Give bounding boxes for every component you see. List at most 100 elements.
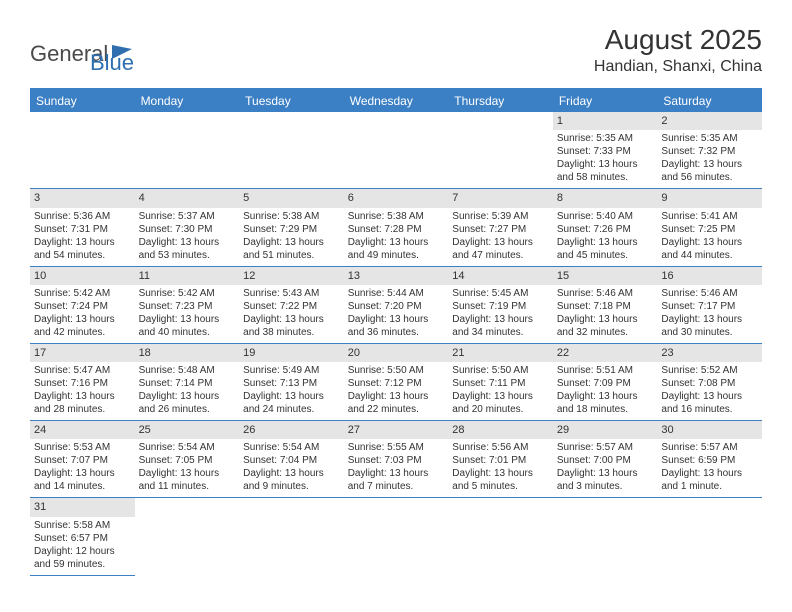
daylight-text: Daylight: 13 hours and 51 minutes. <box>243 236 340 262</box>
calendar-cell: 3Sunrise: 5:36 AMSunset: 7:31 PMDaylight… <box>30 189 135 266</box>
day-details: Sunrise: 5:35 AMSunset: 7:33 PMDaylight:… <box>553 130 658 188</box>
calendar-cell: 28Sunrise: 5:56 AMSunset: 7:01 PMDayligh… <box>448 421 553 498</box>
sunset-text: Sunset: 7:09 PM <box>557 377 654 390</box>
day-number: 1 <box>553 112 658 130</box>
calendar-cell: 30Sunrise: 5:57 AMSunset: 6:59 PMDayligh… <box>657 421 762 498</box>
sunrise-text: Sunrise: 5:55 AM <box>348 441 445 454</box>
day-number: 30 <box>657 421 762 439</box>
sunrise-text: Sunrise: 5:54 AM <box>139 441 236 454</box>
sunrise-text: Sunrise: 5:50 AM <box>348 364 445 377</box>
sunset-text: Sunset: 7:30 PM <box>139 223 236 236</box>
day-number: 3 <box>30 189 135 207</box>
calendar-cell: 23Sunrise: 5:52 AMSunset: 7:08 PMDayligh… <box>657 344 762 421</box>
calendar-cell <box>344 498 449 575</box>
daylight-text: Daylight: 13 hours and 53 minutes. <box>139 236 236 262</box>
day-number: 25 <box>135 421 240 439</box>
sunrise-text: Sunrise: 5:48 AM <box>139 364 236 377</box>
sunset-text: Sunset: 7:28 PM <box>348 223 445 236</box>
calendar-cell: 26Sunrise: 5:54 AMSunset: 7:04 PMDayligh… <box>239 421 344 498</box>
sunset-text: Sunset: 7:20 PM <box>348 300 445 313</box>
day-details: Sunrise: 5:37 AMSunset: 7:30 PMDaylight:… <box>135 208 240 266</box>
calendar-cell <box>135 112 240 189</box>
calendar-cell: 8Sunrise: 5:40 AMSunset: 7:26 PMDaylight… <box>553 189 658 266</box>
header: GeneralBlue August 2025 Handian, Shanxi,… <box>30 24 762 76</box>
day-details: Sunrise: 5:48 AMSunset: 7:14 PMDaylight:… <box>135 362 240 420</box>
day-details: Sunrise: 5:43 AMSunset: 7:22 PMDaylight:… <box>239 285 344 343</box>
sunset-text: Sunset: 7:25 PM <box>661 223 758 236</box>
day-details: Sunrise: 5:56 AMSunset: 7:01 PMDaylight:… <box>448 439 553 497</box>
sunrise-text: Sunrise: 5:57 AM <box>661 441 758 454</box>
calendar-cell <box>448 498 553 575</box>
calendar-cell: 18Sunrise: 5:48 AMSunset: 7:14 PMDayligh… <box>135 344 240 421</box>
daylight-text: Daylight: 13 hours and 7 minutes. <box>348 467 445 493</box>
daylight-text: Daylight: 13 hours and 45 minutes. <box>557 236 654 262</box>
day-details: Sunrise: 5:54 AMSunset: 7:05 PMDaylight:… <box>135 439 240 497</box>
daylight-text: Daylight: 13 hours and 24 minutes. <box>243 390 340 416</box>
sunrise-text: Sunrise: 5:36 AM <box>34 210 131 223</box>
day-details: Sunrise: 5:54 AMSunset: 7:04 PMDaylight:… <box>239 439 344 497</box>
calendar-cell <box>239 498 344 575</box>
calendar-cell: 2Sunrise: 5:35 AMSunset: 7:32 PMDaylight… <box>657 112 762 189</box>
month-title: August 2025 <box>594 24 762 56</box>
daylight-text: Daylight: 13 hours and 44 minutes. <box>661 236 758 262</box>
weekday-header: Monday <box>135 90 240 112</box>
sunrise-text: Sunrise: 5:53 AM <box>34 441 131 454</box>
daylight-text: Daylight: 13 hours and 47 minutes. <box>452 236 549 262</box>
day-number: 13 <box>344 267 449 285</box>
sunset-text: Sunset: 7:03 PM <box>348 454 445 467</box>
calendar-cell <box>448 112 553 189</box>
day-number: 31 <box>30 498 135 516</box>
day-details: Sunrise: 5:47 AMSunset: 7:16 PMDaylight:… <box>30 362 135 420</box>
daylight-text: Daylight: 13 hours and 18 minutes. <box>557 390 654 416</box>
daylight-text: Daylight: 13 hours and 28 minutes. <box>34 390 131 416</box>
sunrise-text: Sunrise: 5:35 AM <box>557 132 654 145</box>
daylight-text: Daylight: 13 hours and 58 minutes. <box>557 158 654 184</box>
sunrise-text: Sunrise: 5:42 AM <box>34 287 131 300</box>
calendar-cell: 7Sunrise: 5:39 AMSunset: 7:27 PMDaylight… <box>448 189 553 266</box>
day-details: Sunrise: 5:38 AMSunset: 7:29 PMDaylight:… <box>239 208 344 266</box>
sunset-text: Sunset: 7:08 PM <box>661 377 758 390</box>
sunrise-text: Sunrise: 5:47 AM <box>34 364 131 377</box>
day-number: 17 <box>30 344 135 362</box>
calendar-cell: 5Sunrise: 5:38 AMSunset: 7:29 PMDaylight… <box>239 189 344 266</box>
sunrise-text: Sunrise: 5:54 AM <box>243 441 340 454</box>
sunrise-text: Sunrise: 5:56 AM <box>452 441 549 454</box>
day-details: Sunrise: 5:46 AMSunset: 7:18 PMDaylight:… <box>553 285 658 343</box>
day-details: Sunrise: 5:35 AMSunset: 7:32 PMDaylight:… <box>657 130 762 188</box>
day-details: Sunrise: 5:50 AMSunset: 7:11 PMDaylight:… <box>448 362 553 420</box>
day-number: 6 <box>344 189 449 207</box>
day-details: Sunrise: 5:41 AMSunset: 7:25 PMDaylight:… <box>657 208 762 266</box>
day-details: Sunrise: 5:55 AMSunset: 7:03 PMDaylight:… <box>344 439 449 497</box>
calendar-cell: 22Sunrise: 5:51 AMSunset: 7:09 PMDayligh… <box>553 344 658 421</box>
daylight-text: Daylight: 13 hours and 9 minutes. <box>243 467 340 493</box>
sunset-text: Sunset: 7:13 PM <box>243 377 340 390</box>
day-details: Sunrise: 5:40 AMSunset: 7:26 PMDaylight:… <box>553 208 658 266</box>
sunset-text: Sunset: 7:00 PM <box>557 454 654 467</box>
day-number: 19 <box>239 344 344 362</box>
sunset-text: Sunset: 7:11 PM <box>452 377 549 390</box>
day-details: Sunrise: 5:50 AMSunset: 7:12 PMDaylight:… <box>344 362 449 420</box>
daylight-text: Daylight: 13 hours and 49 minutes. <box>348 236 445 262</box>
weekday-header: Wednesday <box>344 90 449 112</box>
day-details: Sunrise: 5:39 AMSunset: 7:27 PMDaylight:… <box>448 208 553 266</box>
calendar-cell <box>30 112 135 189</box>
daylight-text: Daylight: 13 hours and 26 minutes. <box>139 390 236 416</box>
weekday-header: Saturday <box>657 90 762 112</box>
daylight-text: Daylight: 13 hours and 54 minutes. <box>34 236 131 262</box>
daylight-text: Daylight: 13 hours and 14 minutes. <box>34 467 131 493</box>
calendar-cell: 9Sunrise: 5:41 AMSunset: 7:25 PMDaylight… <box>657 189 762 266</box>
calendar-cell: 25Sunrise: 5:54 AMSunset: 7:05 PMDayligh… <box>135 421 240 498</box>
daylight-text: Daylight: 13 hours and 1 minute. <box>661 467 758 493</box>
logo: GeneralBlue <box>30 32 132 76</box>
day-details: Sunrise: 5:57 AMSunset: 7:00 PMDaylight:… <box>553 439 658 497</box>
day-details: Sunrise: 5:49 AMSunset: 7:13 PMDaylight:… <box>239 362 344 420</box>
day-details: Sunrise: 5:44 AMSunset: 7:20 PMDaylight:… <box>344 285 449 343</box>
calendar-cell: 20Sunrise: 5:50 AMSunset: 7:12 PMDayligh… <box>344 344 449 421</box>
sunset-text: Sunset: 7:29 PM <box>243 223 340 236</box>
sunset-text: Sunset: 7:32 PM <box>661 145 758 158</box>
calendar-body: 1Sunrise: 5:35 AMSunset: 7:33 PMDaylight… <box>30 112 762 576</box>
daylight-text: Daylight: 13 hours and 34 minutes. <box>452 313 549 339</box>
daylight-text: Daylight: 13 hours and 22 minutes. <box>348 390 445 416</box>
sunrise-text: Sunrise: 5:42 AM <box>139 287 236 300</box>
day-number: 10 <box>30 267 135 285</box>
